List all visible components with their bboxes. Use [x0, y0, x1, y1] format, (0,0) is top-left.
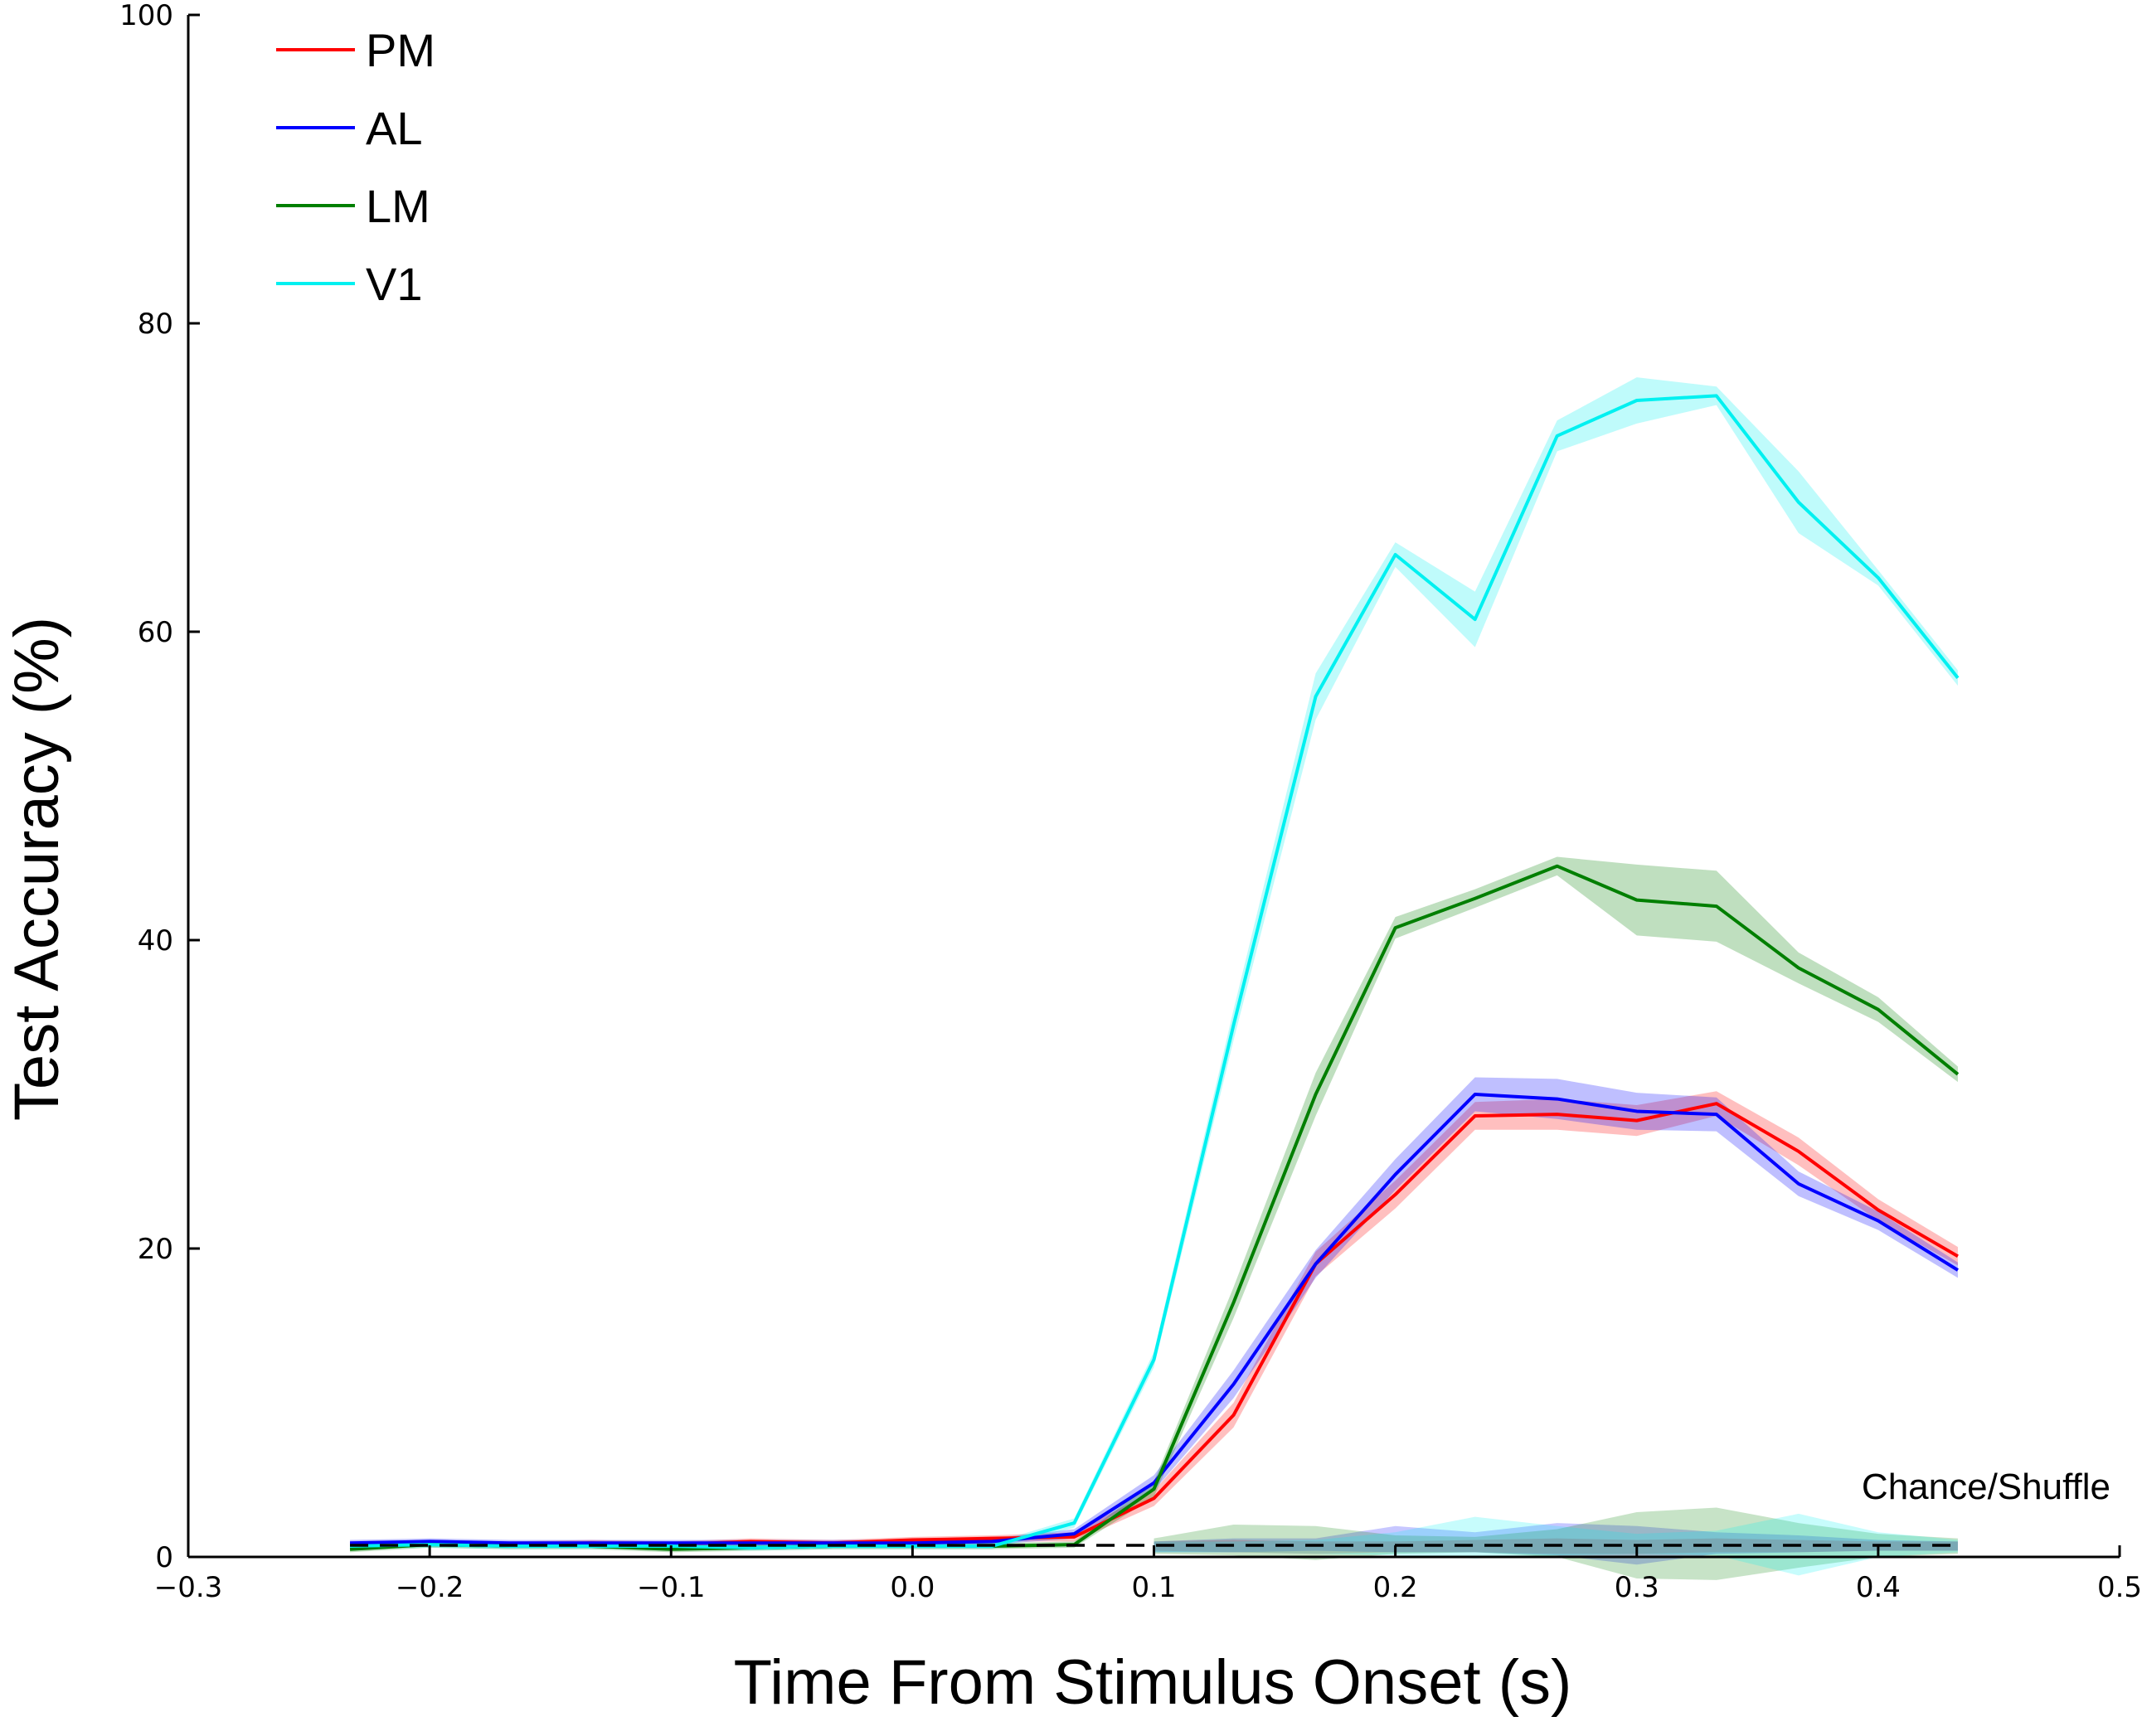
y-tick-label: 20: [138, 1233, 173, 1266]
x-tick-label: −0.3: [154, 1571, 223, 1604]
axes: [187, 15, 2120, 1559]
legend-label-pm: PM: [366, 24, 435, 76]
legend-label-lm: LM: [366, 180, 430, 232]
band-v1: [350, 377, 1958, 1551]
x-tick-label: 0.2: [1373, 1571, 1418, 1604]
series-line-lm: [349, 864, 1960, 1551]
shuffle-bands: [1154, 1507, 1958, 1580]
band-lm: [350, 856, 1958, 1553]
y-tick-label: 40: [138, 924, 173, 958]
series-line-v1: [350, 394, 1960, 1549]
series-line-al: [350, 1093, 1959, 1545]
x-tick-label: 0.1: [1131, 1571, 1176, 1604]
shuffle-band-lm: [1154, 1507, 1958, 1580]
x-tick-label: −0.2: [396, 1571, 464, 1604]
x-tick-label: 0.0: [890, 1571, 935, 1604]
band-al: [350, 1077, 1958, 1546]
y-tick-label: 60: [138, 616, 173, 649]
x-tick-label: −0.1: [637, 1571, 706, 1604]
y-ticks: 0 20 40 60 80 100: [119, 0, 200, 1574]
x-ticks: −0.3 −0.2 −0.1 0.0 0.1 0.2 0.3 0.4 0.5: [154, 1545, 2142, 1604]
series-lines: [349, 394, 1960, 1551]
legend-label-al: AL: [366, 102, 423, 154]
x-tick-label: 0.3: [1615, 1571, 1659, 1604]
y-axis-title: Test Accuracy (%): [2, 617, 72, 1121]
y-tick-label: 80: [138, 308, 173, 341]
x-axis-title: Time From Stimulus Onset (s): [734, 1647, 1572, 1718]
legend-label-v1: V1: [366, 258, 423, 310]
legend: PM AL LM V1: [276, 24, 435, 310]
x-tick-label: 0.5: [2097, 1571, 2142, 1604]
x-tick-label: 0.4: [1856, 1571, 1901, 1604]
chance-shuffle-annotation: Chance/Shuffle: [1862, 1467, 2110, 1507]
error-bands: [350, 377, 1958, 1553]
band-pm: [350, 1091, 1958, 1548]
y-tick-label: 100: [119, 0, 173, 32]
y-tick-label: 0: [155, 1541, 173, 1574]
shuffle-band-al: [1154, 1523, 1958, 1565]
